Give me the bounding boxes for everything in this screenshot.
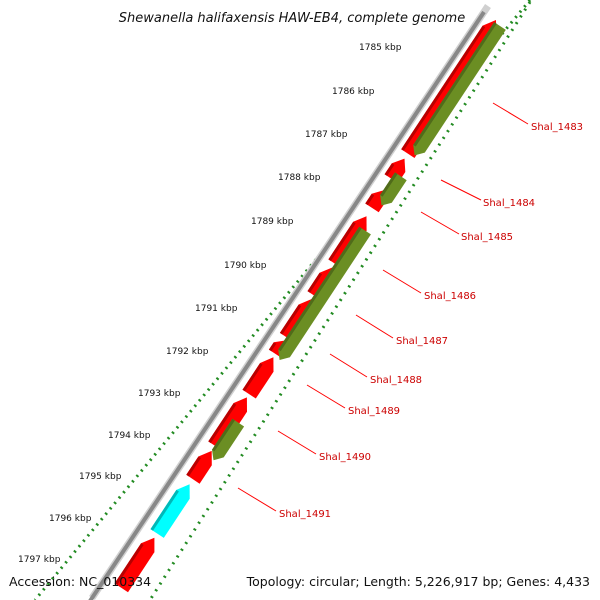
kbp-tick-label: 1792 kbp <box>166 347 209 357</box>
kbp-tick-label: 1787 kbp <box>305 130 348 140</box>
gene-label-leader <box>492 102 529 125</box>
reverse-gene-arrow <box>278 226 371 360</box>
gene-label-leader <box>329 353 368 378</box>
genome-summary: Topology: circular; Length: 5,226,917 bp… <box>246 574 590 589</box>
feature-arrow <box>150 484 190 538</box>
gene-arrow-shade <box>279 304 302 335</box>
gene-arrow-shade <box>278 226 362 352</box>
forward-gene-arrow <box>365 190 386 213</box>
forward-gene-arrow <box>401 20 497 158</box>
gene-arrow-shade <box>380 172 398 197</box>
gene-label-leader <box>355 314 394 339</box>
reverse-gene-arrow <box>380 172 407 206</box>
map-title: Shewanella halifaxensis HAW-EB4, complet… <box>119 11 465 26</box>
forward-gene-arrow <box>279 298 312 342</box>
gene-label: Shal_1487 <box>396 336 448 347</box>
kbp-tick-label: 1790 kbp <box>224 261 267 271</box>
reverse-strand-genes <box>212 22 506 461</box>
kbp-labels: 1785 kbp 1786 kbp 1787 kbp 1788 kbp 1789 kbp… <box>18 43 402 565</box>
gene-arrow-shade <box>114 543 144 585</box>
kbp-tick-label: 1791 kbp <box>195 304 238 314</box>
gene-label: Shal_1488 <box>370 375 422 386</box>
gene-label-leader <box>382 269 422 294</box>
backbone-line <box>88 10 486 600</box>
gene-label: Shal_1484 <box>483 198 535 209</box>
gene-arrow-shade <box>365 193 375 206</box>
kbp-tick-label: 1793 kbp <box>138 389 181 399</box>
forward-strand-genes <box>114 20 497 593</box>
kbp-tick-label: 1785 kbp <box>359 43 402 53</box>
gene-arrow-shade <box>150 489 179 531</box>
gene-arrow-shade <box>268 342 277 352</box>
gene-labels: Shal_1483 Shal_1484 Shal_1485 Shal_1486 Shal… <box>237 102 583 520</box>
kbp-tick-label: 1795 kbp <box>79 472 122 482</box>
gene-arrow-shade <box>242 363 263 392</box>
kbp-tick-label: 1796 kbp <box>49 514 92 524</box>
forward-gene-arrow <box>208 397 247 451</box>
gene-arrow-shade <box>401 25 486 151</box>
gene-label-leader <box>277 430 317 455</box>
reverse-gene-arrow <box>212 418 245 461</box>
accession-label: Accession: NC_010334 <box>9 574 152 589</box>
gene-label-leader <box>306 384 346 409</box>
gene-arrow-shade <box>384 163 395 176</box>
gene-label: Shal_1491 <box>279 509 331 520</box>
gene-label: Shal_1483 <box>531 122 583 133</box>
forward-gene-arrow <box>307 267 333 300</box>
forward-gene-arrow <box>242 357 274 399</box>
gene-label: Shal_1490 <box>319 452 371 463</box>
kbp-tick-label: 1786 kbp <box>332 87 375 97</box>
gene-arrow-shade <box>328 221 356 262</box>
gene-label: Shal_1486 <box>424 291 476 302</box>
forward-gene-arrow <box>328 216 367 269</box>
gene-label: Shal_1489 <box>348 406 400 417</box>
kbp-tick-label: 1788 kbp <box>278 173 321 183</box>
gene-arrow-shade <box>208 403 237 444</box>
gene-label-leader <box>440 179 482 201</box>
kbp-tick-label: 1797 kbp <box>18 555 61 565</box>
gene-arrow-shade <box>186 456 201 477</box>
gene-label-leader <box>420 211 460 235</box>
gene-arrow-shade <box>307 272 323 293</box>
gene-arrow-shade <box>212 418 235 452</box>
gene-label-leader <box>237 487 277 512</box>
forward-gene-arrow <box>114 537 155 593</box>
forward-gene-arrow <box>186 450 212 484</box>
gene-arrow-shade <box>413 22 497 147</box>
kbp-tick-label: 1794 kbp <box>108 431 151 441</box>
reverse-gene-arrow <box>413 22 506 156</box>
gene-label: Shal_1485 <box>461 232 513 243</box>
kbp-tick-label: 1789 kbp <box>251 217 294 227</box>
